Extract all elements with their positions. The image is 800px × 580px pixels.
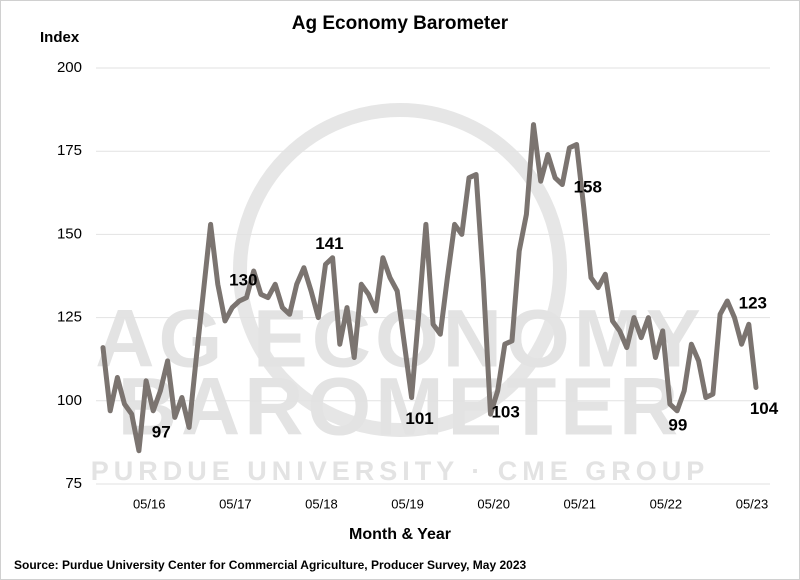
data-label: 123 [739, 294, 767, 313]
series-line [100, 122, 759, 454]
x-tick-label: 05/23 [736, 496, 769, 511]
data-label: 101 [405, 409, 433, 428]
data-label: 99 [668, 416, 687, 435]
data-label: 158 [574, 177, 602, 196]
y-tick-label: 200 [57, 59, 82, 76]
x-tick-label: 05/22 [650, 496, 683, 511]
y-axis-label: Index [40, 29, 80, 46]
y-tick-label: 75 [65, 475, 82, 492]
x-axis-label: Month & Year [349, 526, 451, 543]
y-tick-label: 125 [57, 309, 82, 326]
x-tick-label: 05/18 [305, 496, 338, 511]
watermark-text: BAROMETER [118, 362, 682, 453]
data-label: 141 [315, 234, 343, 253]
watermark-ring [233, 103, 567, 437]
source-note: Source: Purdue University Center for Com… [14, 558, 526, 572]
x-tick-label: 05/19 [391, 496, 424, 511]
y-tick-label: 100 [57, 392, 82, 409]
y-tick-label: 175 [57, 142, 82, 159]
data-label: 104 [750, 399, 779, 418]
data-label: 130 [229, 270, 257, 289]
x-tick-label: 05/20 [477, 496, 510, 511]
x-tick-label: 05/21 [564, 496, 597, 511]
chart-title: Ag Economy Barometer [292, 13, 509, 34]
data-label: 103 [491, 402, 519, 421]
y-tick-label: 150 [57, 225, 82, 242]
data-label: 97 [152, 422, 171, 441]
watermark-text: PURDUE UNIVERSITY · CME GROUP [91, 456, 710, 486]
x-tick-label: 05/16 [133, 496, 166, 511]
x-tick-label: 05/17 [219, 496, 252, 511]
